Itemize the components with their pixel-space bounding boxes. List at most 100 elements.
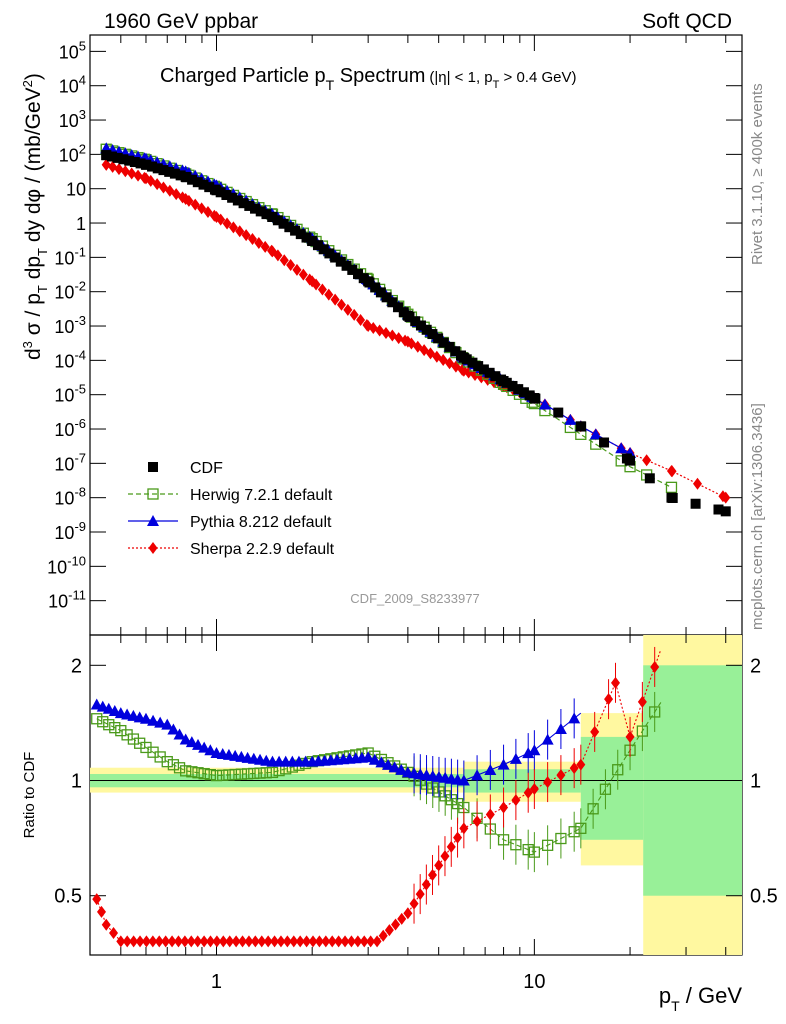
point-cdf: [204, 182, 215, 193]
y-tick-label: 10-4: [54, 347, 86, 371]
ratio-point-sherpa: [308, 935, 318, 948]
point-cdf: [410, 316, 421, 327]
point-cdf: [198, 179, 209, 190]
legend-marker: [147, 515, 159, 526]
ratio-point-sherpa: [244, 935, 254, 948]
y-tick-label: 103: [59, 107, 86, 131]
y-tick-label: 10: [66, 180, 86, 200]
ratio-point-herwig: [198, 768, 210, 780]
ratio-point-sherpa: [225, 935, 235, 948]
ratio-point-sherpa: [372, 935, 382, 948]
legend-label: Sherpa 2.2.9 default: [190, 541, 335, 558]
ratio-point-sherpa: [569, 762, 579, 775]
point-sherpa: [324, 288, 334, 301]
ratio-point-pythia: [471, 769, 484, 781]
ratio-point-sherpa: [340, 935, 350, 948]
datapoint-cdf: [529, 393, 540, 404]
ratio-point-herwig: [541, 839, 554, 851]
point-sherpa: [317, 283, 327, 296]
point-cdf: [513, 384, 524, 395]
point-cdf: [341, 260, 352, 271]
ratio-point-pythia: [375, 756, 388, 768]
analysis-id: CDF_2009_S8233977: [350, 591, 479, 606]
point-sherpa: [241, 229, 251, 242]
ratio-point-sherpa: [472, 815, 482, 828]
point-sherpa: [235, 225, 245, 238]
point-sherpa: [292, 263, 302, 276]
ratio-y-tick-label: 0.5: [54, 886, 82, 908]
ratio-point-sherpa: [96, 905, 106, 918]
ratio-point-herwig: [528, 846, 541, 858]
ratio-point-sherpa: [366, 935, 376, 948]
ratio-point-herwig: [522, 843, 534, 856]
datapoint-cdf: [458, 352, 469, 363]
ratio-point-sherpa: [446, 840, 456, 853]
ratio-point-herwig: [248, 767, 260, 780]
ratio-point-herwig: [109, 722, 121, 734]
point-sherpa: [343, 303, 353, 316]
point-cdf: [169, 168, 180, 179]
ratio-point-sherpa: [353, 935, 363, 948]
ratio-point-herwig: [180, 765, 192, 777]
ratio-point-pythia: [198, 741, 211, 753]
legend-label: Herwig 7.2.1 default: [190, 487, 333, 504]
ratio-point-herwig: [587, 803, 599, 815]
ratio-point-sherpa: [384, 924, 394, 937]
datapoint-sherpa: [181, 193, 191, 206]
ratio-point-herwig: [555, 832, 567, 845]
ratio-point-sherpa: [205, 935, 215, 948]
ratio-point-pythia: [147, 714, 160, 726]
datapoint-sherpa: [141, 172, 151, 185]
point-cdf: [599, 437, 610, 448]
ratio-point-pythia: [568, 712, 581, 724]
ratio-point-sherpa: [346, 935, 356, 948]
point-sherpa: [254, 236, 264, 249]
legend-label: Pythia 8.212 default: [190, 514, 332, 531]
ratio-point-sherpa: [218, 935, 228, 948]
legend-marker: [148, 462, 158, 472]
ratio-point-sherpa: [116, 935, 126, 948]
point-cdf: [450, 346, 461, 357]
datapoint-cdf: [666, 492, 677, 503]
ratio-point-herwig: [210, 769, 223, 782]
band-green: [580, 736, 644, 840]
x-tick-label: 1: [211, 971, 222, 993]
ratio-point-sherpa: [180, 935, 190, 948]
series-line-pythia: [106, 147, 631, 454]
category-label: Soft QCD: [642, 10, 732, 33]
ratio-point-sherpa: [453, 831, 463, 844]
point-sherpa: [127, 167, 137, 180]
point-cdf: [318, 244, 329, 255]
ratio-point-sherpa: [590, 725, 600, 738]
ratio-point-herwig: [223, 769, 235, 781]
ratio-point-sherpa: [459, 822, 469, 835]
point-sherpa: [642, 454, 652, 467]
ratio-point-sherpa: [434, 859, 444, 872]
ratio-point-pythia: [167, 723, 180, 735]
ratio-point-sherpa: [650, 660, 660, 673]
ratio-point-herwig: [121, 729, 133, 741]
datapoint-cdf: [402, 310, 413, 321]
energy-label: 1960 GeV ppbar: [104, 10, 258, 33]
ratio-point-sherpa: [359, 935, 369, 948]
ratio-point-herwig: [204, 768, 216, 781]
point-cdf: [427, 329, 438, 340]
ratio-point-sherpa: [161, 935, 171, 948]
ratio-point-pythia: [528, 744, 541, 756]
ratio-point-sherpa: [135, 935, 145, 948]
y-tick-label: 10-11: [48, 588, 86, 612]
ratio-point-herwig: [161, 756, 173, 768]
ratio-point-herwig: [97, 716, 109, 728]
datapoint-sherpa: [459, 364, 469, 377]
datapoint-herwig: [665, 481, 678, 493]
point-cdf: [301, 232, 312, 243]
ratio-point-sherpa: [101, 918, 111, 931]
point-cdf: [490, 371, 501, 382]
ratio-point-herwig: [167, 759, 180, 771]
point-cdf: [467, 357, 478, 368]
ratio-point-sherpa: [257, 935, 267, 948]
point-cdf: [421, 324, 432, 335]
point-sherpa: [247, 233, 257, 246]
